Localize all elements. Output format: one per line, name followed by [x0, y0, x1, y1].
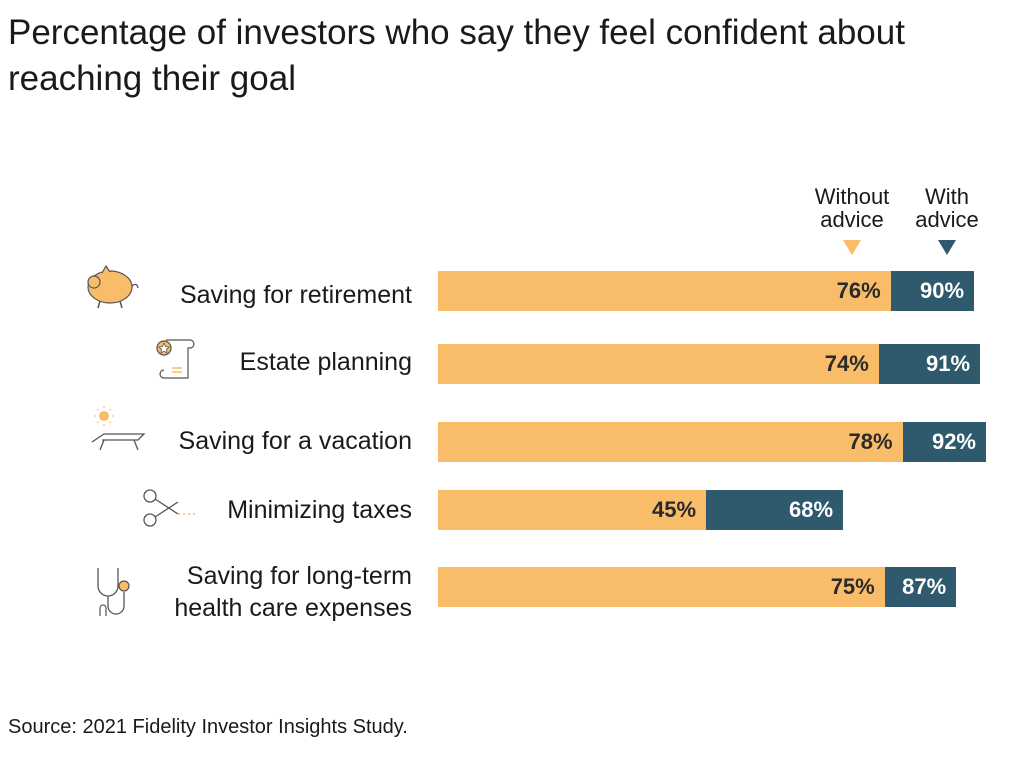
vacation-lounger-icon	[91, 406, 146, 451]
bar-without-advice	[438, 422, 903, 462]
certificate-icon	[156, 339, 195, 379]
value-label-without-advice: 74%	[824, 351, 869, 376]
category-label-vacation: Saving for a vacation	[178, 427, 412, 455]
piggy-bank-icon	[87, 264, 139, 309]
bar-with-advice	[902, 422, 986, 462]
source-note: Source: 2021 Fidelity Investor Insights …	[8, 716, 408, 738]
legend-without-advice-marker	[843, 240, 861, 255]
bar-without-advice	[438, 344, 879, 384]
value-label-without-advice: 45%	[651, 497, 697, 522]
bar-with-advice	[884, 567, 957, 607]
legend-with-advice-marker	[938, 240, 956, 255]
chart-title: Percentage of investors who say they fee…	[8, 13, 905, 98]
bar-without-advice	[438, 271, 891, 311]
category-label-health-care: Saving for long-term health care expense…	[174, 562, 412, 622]
bar-with-advice	[878, 344, 981, 384]
legend-without-advice-label: Without advice	[814, 184, 890, 232]
category-label-retirement: Saving for retirement	[179, 281, 412, 309]
value-label-without-advice: 78%	[848, 429, 893, 454]
legend-with-advice-label: With advice	[915, 184, 979, 232]
category-label-estate: Estate planning	[239, 348, 412, 376]
category-label-taxes: Minimizing taxes	[227, 496, 412, 524]
scissors-icon	[143, 489, 196, 527]
value-label-with-advice: 68%	[788, 497, 834, 522]
value-label-with-advice: 91%	[925, 351, 971, 376]
value-label-without-advice: 75%	[830, 574, 875, 599]
bar-with-advice	[890, 271, 975, 311]
value-label-with-advice: 90%	[920, 278, 965, 303]
bar-with-advice	[706, 490, 844, 530]
value-label-without-advice: 76%	[836, 278, 881, 303]
value-label-with-advice: 92%	[931, 429, 976, 454]
bar-without-advice	[438, 567, 885, 607]
bar-without-advice	[438, 490, 707, 530]
value-label-with-advice: 87%	[902, 574, 947, 599]
stethoscope-icon	[97, 568, 130, 616]
